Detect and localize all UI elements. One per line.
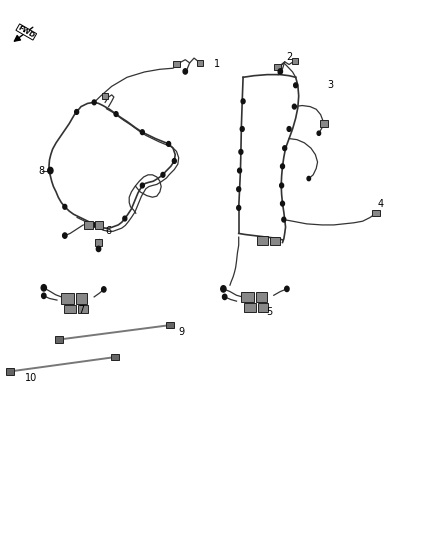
Circle shape [221,286,226,292]
Circle shape [223,294,227,300]
Text: 3: 3 [328,80,334,90]
Text: 8: 8 [39,166,45,175]
Circle shape [63,205,67,209]
Text: 6: 6 [106,226,112,236]
Bar [6,368,14,375]
Text: 2: 2 [286,52,292,62]
Circle shape [166,142,170,147]
Circle shape [237,205,241,211]
Bar [258,303,268,312]
Bar [76,293,87,304]
Circle shape [74,110,78,115]
Circle shape [280,164,285,169]
Bar [372,210,380,216]
Text: 9: 9 [179,327,185,336]
Circle shape [173,159,176,163]
Circle shape [237,187,241,191]
Circle shape [49,168,53,173]
Circle shape [307,176,311,181]
Bar [274,64,281,70]
Circle shape [283,146,286,151]
Bar [61,293,74,304]
Circle shape [278,69,283,74]
Bar [320,120,328,127]
Circle shape [41,285,46,291]
Text: FWD: FWD [17,25,35,39]
Circle shape [102,287,106,292]
Bar [244,303,256,312]
Bar [55,336,63,343]
Bar [241,292,254,302]
Circle shape [239,150,243,155]
Bar [292,58,298,64]
Circle shape [287,126,291,132]
Circle shape [42,293,46,298]
Circle shape [140,130,144,135]
Text: 7: 7 [78,305,84,315]
Bar [166,322,174,328]
Circle shape [317,131,321,135]
Circle shape [123,216,127,221]
Bar [256,292,267,302]
Bar [111,354,119,360]
Text: 1: 1 [214,59,220,69]
Circle shape [114,111,118,116]
Circle shape [48,167,53,174]
Bar [270,237,280,245]
Text: 5: 5 [266,307,272,317]
Circle shape [293,104,296,109]
Circle shape [285,286,289,292]
Bar [64,305,76,313]
Bar [95,239,102,246]
Circle shape [140,183,144,188]
Circle shape [63,233,67,238]
Circle shape [293,83,298,88]
Circle shape [280,201,285,206]
Circle shape [279,183,284,188]
Text: 10: 10 [25,374,38,383]
Bar [257,236,268,245]
Bar [197,60,203,66]
Circle shape [93,223,97,228]
Bar [84,221,93,229]
Circle shape [240,126,244,132]
Bar [95,221,103,229]
Bar [102,93,109,99]
Circle shape [183,69,187,74]
Circle shape [282,217,286,222]
Bar [173,61,180,67]
Circle shape [96,246,101,252]
Circle shape [161,172,165,177]
Bar [78,305,88,313]
Text: 4: 4 [378,199,384,208]
Circle shape [241,99,245,103]
Circle shape [237,168,242,173]
Circle shape [92,100,96,104]
